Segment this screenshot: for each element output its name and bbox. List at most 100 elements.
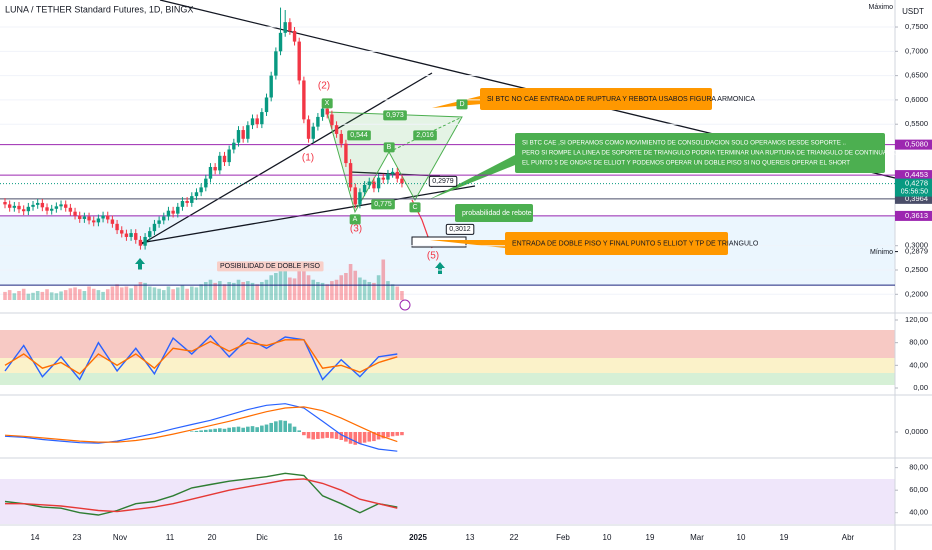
volume-bar (325, 284, 330, 300)
x-tick-label: 19 (646, 533, 655, 542)
min-price-label: 0,2879 (905, 247, 928, 256)
y-tick-label: 80,00 (909, 463, 928, 472)
candle-body (148, 231, 152, 237)
histogram-bar (255, 427, 259, 432)
candle-body (358, 192, 362, 205)
annotation-text: 0,544 (350, 132, 368, 139)
annotation-text: (2) (318, 81, 330, 92)
volume-bar (358, 277, 362, 300)
histogram-bar (339, 432, 344, 440)
candle-body (208, 166, 213, 179)
histogram-bar (190, 431, 194, 432)
annotation-box (371, 199, 395, 210)
candle-body (110, 219, 115, 224)
annotation: 0,775 (371, 199, 395, 210)
x-tick-label: 13 (466, 533, 475, 542)
candle-body (199, 187, 203, 193)
volume-bar (105, 289, 110, 300)
x-tick-label: Abr (842, 533, 855, 542)
candle-body (92, 220, 96, 223)
candle-body (96, 218, 101, 223)
candle-body (78, 215, 82, 219)
annotation-box (349, 214, 361, 225)
y-tick-label: 0,3000 (905, 241, 928, 250)
histogram-bar (274, 421, 278, 432)
volume-bar (288, 277, 292, 300)
callout-pointer (428, 155, 515, 200)
volume-bar (390, 284, 395, 300)
annotation-text: 0,2979 (432, 178, 454, 185)
histogram-bar (390, 432, 395, 437)
candle-body (185, 200, 189, 203)
callout-box (480, 88, 712, 110)
candle-body (232, 142, 236, 150)
histogram-bar (334, 432, 339, 439)
candle-body (143, 236, 147, 246)
candle-body (292, 30, 297, 42)
volume-bar (63, 290, 68, 300)
histogram-bar (260, 425, 264, 432)
histogram-bar (320, 432, 325, 439)
candle-body (311, 126, 315, 139)
candle-body (124, 233, 129, 237)
candle-body (334, 125, 339, 134)
volume-bar (129, 288, 133, 300)
histogram-bar (348, 432, 353, 444)
candle-body (213, 166, 217, 171)
candle-body (348, 163, 353, 188)
volume-bar (297, 268, 302, 300)
volume-bar (190, 286, 194, 300)
volume-bar (372, 282, 376, 300)
callout-box (455, 204, 533, 222)
candle-body (35, 202, 40, 205)
candle-body (400, 178, 404, 184)
annotation-box (413, 130, 437, 141)
candle-body (246, 125, 250, 139)
candle-body (390, 171, 395, 174)
histogram-bar (246, 426, 250, 432)
candle-body (166, 210, 171, 217)
price-label: 0,5080 (905, 140, 928, 149)
volume-bar (208, 279, 213, 300)
volume-bar (96, 290, 101, 300)
annotation-text: (3) (350, 224, 362, 235)
candle-body (362, 184, 367, 193)
candle-body (376, 177, 381, 189)
callout-text: SI BTC NO CAE ENTRADA DE RUPTURA Y REBOT… (487, 96, 755, 103)
candle-body (330, 114, 334, 126)
annotation: B (383, 142, 395, 153)
annotation: (3) (350, 224, 362, 235)
y-tick-label: 0,0000 (905, 427, 928, 436)
candle-body (320, 108, 325, 117)
candle-body (68, 207, 73, 212)
candle-body (40, 202, 45, 208)
volume-bar (264, 279, 269, 300)
annotation-text: D (459, 101, 464, 108)
volume-bar (339, 275, 344, 300)
histogram-bar (213, 428, 217, 432)
volume-bar (133, 285, 138, 300)
x-tick-label: 19 (780, 533, 789, 542)
volume-bar (194, 287, 199, 300)
y-tick-label: 0,7000 (905, 46, 928, 55)
volume-bar (386, 281, 390, 300)
rsi-band (0, 479, 895, 524)
annotation-text: 0,3012 (449, 226, 471, 233)
x-tick-label: Nov (113, 533, 127, 542)
candle-body (45, 207, 49, 211)
annotation: POSIBILIDAD DE DOBLE PISO (217, 261, 324, 272)
stoch-band (0, 358, 895, 373)
candle-body (152, 223, 157, 232)
symbol-title: LUNA / TETHER Standard Futures, 1D, BING… (5, 4, 193, 14)
candle-body (194, 192, 199, 197)
candle-body (344, 143, 348, 164)
candle-body (325, 108, 329, 115)
volume-bar (101, 291, 105, 300)
volume-bar (381, 259, 386, 300)
volume-bar (255, 284, 259, 300)
y-tick-label: 120,00 (905, 315, 928, 324)
candle-body (120, 230, 124, 234)
volume-bar (222, 284, 227, 300)
histogram-bar (325, 432, 330, 438)
